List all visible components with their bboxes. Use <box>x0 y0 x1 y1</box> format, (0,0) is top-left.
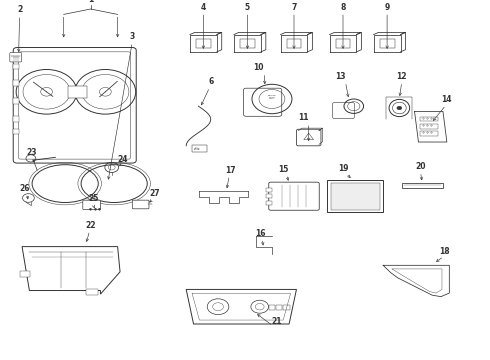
Circle shape <box>397 106 402 110</box>
Text: 18: 18 <box>440 247 450 256</box>
Bar <box>196 39 211 48</box>
Bar <box>13 80 19 86</box>
Text: 3: 3 <box>130 32 135 41</box>
Text: 19: 19 <box>338 164 348 173</box>
Bar <box>331 183 379 210</box>
Text: 12: 12 <box>396 72 407 81</box>
Text: 26: 26 <box>19 184 30 193</box>
Bar <box>287 39 301 48</box>
FancyBboxPatch shape <box>132 200 149 209</box>
Text: 21: 21 <box>271 317 282 326</box>
Text: 27: 27 <box>149 189 160 198</box>
Bar <box>20 271 30 277</box>
Bar <box>380 39 394 48</box>
Bar <box>13 116 19 122</box>
Text: 10: 10 <box>253 63 264 72</box>
Bar <box>13 64 19 69</box>
Bar <box>86 289 98 295</box>
Text: 25: 25 <box>88 194 98 203</box>
Text: 2: 2 <box>17 5 22 14</box>
Bar <box>276 305 282 310</box>
Bar <box>327 180 384 212</box>
FancyBboxPatch shape <box>269 182 319 210</box>
Text: 7: 7 <box>292 3 296 12</box>
FancyBboxPatch shape <box>244 88 282 116</box>
Text: 23: 23 <box>26 148 37 157</box>
Bar <box>420 117 438 121</box>
Bar <box>13 98 19 104</box>
Text: 4: 4 <box>201 3 206 12</box>
Text: 6: 6 <box>208 77 213 86</box>
Bar <box>266 201 271 205</box>
Text: 17: 17 <box>225 166 236 175</box>
Bar <box>240 39 255 48</box>
Text: 20: 20 <box>415 162 426 171</box>
Text: ENGINE
START
STOP: ENGINE START STOP <box>268 95 276 99</box>
Bar <box>266 188 271 192</box>
Text: 13: 13 <box>335 72 346 81</box>
Bar <box>192 145 207 152</box>
Bar <box>420 131 438 136</box>
FancyBboxPatch shape <box>10 53 22 62</box>
Text: 15: 15 <box>278 165 289 174</box>
FancyBboxPatch shape <box>83 200 100 210</box>
Bar <box>269 305 275 310</box>
Bar <box>336 39 350 48</box>
Text: 14: 14 <box>441 95 452 104</box>
Bar <box>68 86 87 98</box>
Text: 22: 22 <box>85 221 96 230</box>
Text: 9: 9 <box>385 3 390 12</box>
Bar <box>283 305 290 310</box>
Bar <box>13 129 19 134</box>
Text: 8: 8 <box>341 3 345 12</box>
Bar <box>266 194 271 198</box>
Text: 5: 5 <box>245 3 250 12</box>
Text: delta: delta <box>194 147 201 151</box>
Text: 11: 11 <box>298 113 309 122</box>
FancyBboxPatch shape <box>296 129 321 146</box>
Text: 16: 16 <box>255 229 266 238</box>
FancyBboxPatch shape <box>333 103 354 118</box>
FancyBboxPatch shape <box>13 48 136 163</box>
Text: 24: 24 <box>117 155 128 164</box>
Bar <box>420 124 438 129</box>
Bar <box>402 183 443 188</box>
Text: 1: 1 <box>88 0 93 4</box>
